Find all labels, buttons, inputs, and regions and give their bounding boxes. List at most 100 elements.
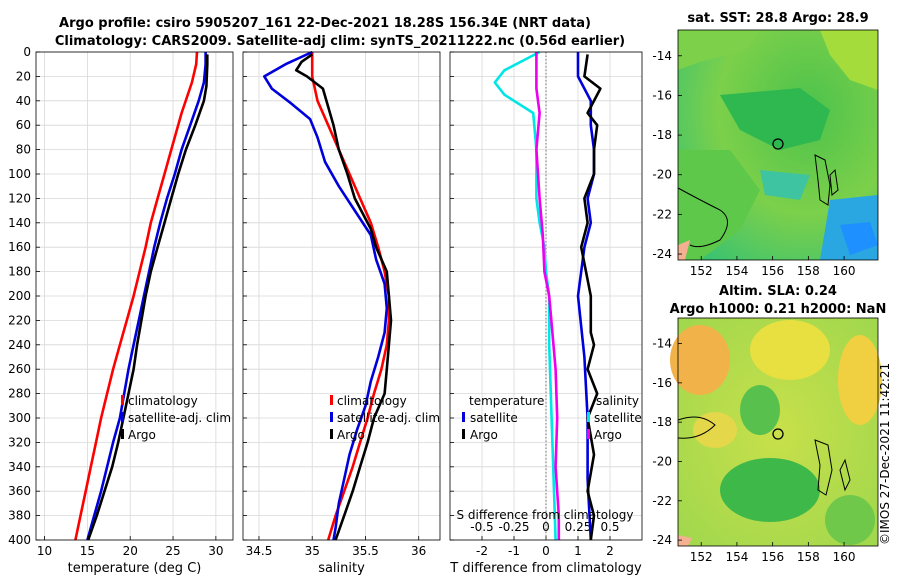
x-axis-label: salinity — [318, 561, 365, 576]
map-y-tick-label: -20 — [652, 168, 672, 182]
map-x-tick-label: 158 — [797, 550, 820, 564]
legend-label-t-argo: Argo — [470, 428, 498, 442]
sla-patch — [693, 412, 737, 448]
sst-patch — [760, 170, 810, 200]
legend-label-climatology: climatology — [337, 394, 407, 408]
y-tick-label: 340 — [8, 460, 31, 474]
map-y-tick-label: -22 — [652, 494, 672, 508]
y-tick-label: 320 — [8, 435, 31, 449]
series-argo — [86, 54, 209, 541]
legend-header-salinity: salinity — [596, 394, 639, 408]
sla-map-frame — [677, 317, 879, 547]
difference-panel: -2 -1 0 1 2 -0.5 -0.25 0 0.25 0.5 T difference fro… — [449, 50, 643, 576]
sla-map — [670, 317, 882, 547]
plot-frame — [242, 51, 441, 541]
sst-map — [677, 29, 879, 261]
legend-swatch-t-satellite — [462, 412, 465, 422]
map-y-tick-label: -18 — [652, 128, 672, 142]
sst-patch — [840, 222, 878, 255]
series-argo — [294, 53, 393, 541]
map-x-tick-label: 152 — [690, 550, 713, 564]
map-y-tick-label: -22 — [652, 207, 672, 221]
series-satellite-adj-clim — [263, 50, 389, 541]
series-s-argo — [535, 52, 561, 540]
map-x-tick-label: 158 — [797, 264, 820, 278]
y-tick-label: 280 — [8, 387, 31, 401]
x-tick-label: 10 — [37, 544, 52, 558]
map-y-tick-label: -20 — [652, 454, 672, 468]
x-tick-label: -2 — [476, 544, 488, 558]
legend-label-t-satellite: satellite — [470, 411, 518, 425]
legend-swatch-s-satellite — [587, 412, 590, 422]
y-tick-label: 240 — [8, 338, 31, 352]
legend-label-argo: Argo — [128, 428, 156, 442]
map-x-tick-label: 160 — [833, 550, 856, 564]
temperature-legend: climatology satellite-adj. clim Argo — [121, 394, 231, 442]
series-t-argo — [579, 54, 602, 541]
x-tick-label: 30 — [208, 544, 223, 558]
x-tick-label: 20 — [123, 544, 138, 558]
sla-patch — [670, 325, 730, 395]
sla-patch — [720, 458, 820, 522]
y-tick-label: 180 — [8, 265, 31, 279]
top-tick-label: -0.5 — [470, 520, 493, 534]
top-tick-label: 0 — [542, 520, 550, 534]
sla-map-axes: 152 154 156 158 160 -14 -16 -18 -20 -22 -24 — [652, 337, 855, 564]
series-climatology — [74, 51, 199, 541]
y-tick-label: 260 — [8, 362, 31, 376]
sla-map-title1: Altim. SLA: 0.24 — [719, 284, 837, 299]
legend-label-argo: Argo — [337, 428, 365, 442]
coastline — [677, 416, 716, 439]
y-tick-label: 60 — [16, 118, 31, 132]
legend-label-s-argo: Argo — [594, 428, 622, 442]
land-patch — [678, 535, 692, 546]
map-y-tick-label: -24 — [652, 533, 672, 547]
legend-swatch-argo — [121, 429, 124, 439]
x-tick-label: 35.5 — [352, 544, 379, 558]
legend-swatch-climatology — [121, 395, 124, 405]
sst-patch — [678, 150, 760, 260]
reef-outline — [839, 458, 851, 492]
map-x-tick-label: 160 — [833, 264, 856, 278]
map-y-tick-label: -14 — [652, 49, 672, 63]
legend-label-s-satellite: satellite — [594, 411, 642, 425]
map-y-tick-label: -16 — [652, 88, 672, 102]
x-tick-label: 34.5 — [246, 544, 273, 558]
map-x-tick-label: 156 — [761, 264, 784, 278]
x-axis-label: T difference from climatology — [449, 561, 642, 576]
top-tick-label: -0.25 — [498, 520, 529, 534]
land-patch — [678, 240, 690, 260]
y-tick-label: 220 — [8, 313, 31, 327]
y-tick-label: 20 — [16, 69, 31, 83]
sla-map-title2: Argo h1000: 0.21 h2000: NaN — [670, 302, 887, 317]
legend-swatch-satellite-adj — [330, 412, 333, 422]
x-axis-label: temperature (deg C) — [68, 561, 202, 576]
map-x-tick-label: 152 — [690, 264, 713, 278]
legend-swatch-t-argo — [462, 429, 465, 439]
top-tick-label: 0.25 — [565, 520, 592, 534]
plot-frame — [449, 51, 643, 541]
sst-map-axes: 152 154 156 158 160 -14 -16 -18 -20 -22 -24 — [652, 49, 855, 278]
map-y-tick-label: -14 — [652, 337, 672, 351]
coastline — [677, 187, 728, 248]
figure-title-line2: Climatology: CARS2009. Satellite-adj cli… — [55, 34, 625, 49]
legend-label-climatology: climatology — [128, 394, 198, 408]
x-tick-label: 0 — [542, 544, 550, 558]
sst-patch — [678, 30, 760, 70]
map-x-tick-label: 154 — [725, 264, 748, 278]
legend-swatch-satellite-adj — [121, 412, 124, 422]
reef-outline — [829, 168, 839, 196]
y-tick-label: 120 — [8, 191, 31, 205]
plot-frame — [35, 51, 234, 541]
x-tick-label: -1 — [508, 544, 520, 558]
sla-patch — [825, 495, 875, 545]
x-tick-label: 1 — [574, 544, 582, 558]
sst-map-frame — [677, 29, 879, 261]
legend-swatch-climatology — [330, 395, 333, 405]
y-tick-label: 400 — [8, 533, 31, 547]
difference-legend: temperature salinity satellite Argo sate… — [457, 394, 642, 522]
y-tick-label: 80 — [16, 143, 31, 157]
map-y-tick-label: -24 — [652, 247, 672, 261]
sst-map-title: sat. SST: 28.8 Argo: 28.9 — [687, 11, 868, 26]
reef-outline — [814, 154, 831, 206]
